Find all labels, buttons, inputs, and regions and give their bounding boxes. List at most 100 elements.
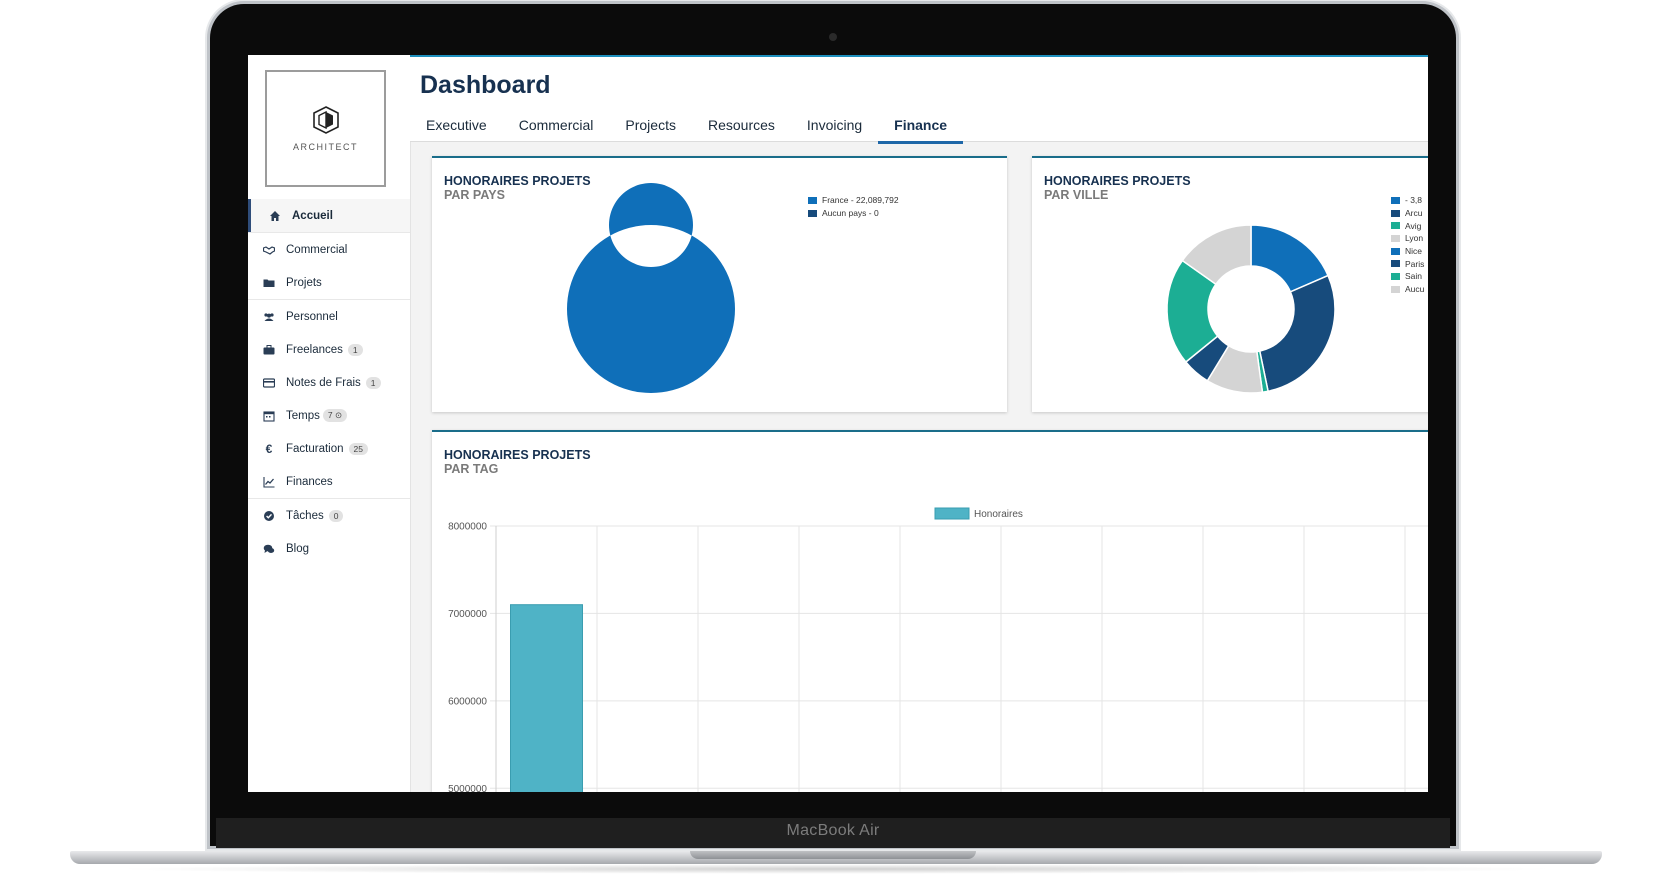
- sidebar-menu: Accueil Commercial Projets Personnel Fre…: [248, 199, 410, 565]
- legend-swatch: [1391, 247, 1400, 255]
- donut-slice: [566, 183, 735, 393]
- sidebar-item-temps[interactable]: Temps 7 ⊙: [248, 399, 410, 432]
- legend-label: Sain: [1405, 271, 1423, 282]
- card-title: HONORAIRES PROJETS: [1044, 174, 1191, 188]
- bar-chart-tag: 8000000 7000000 6000000 5000000 Honoraires: [448, 507, 1428, 792]
- page-title: Dashboard: [420, 71, 551, 99]
- card-title: HONORAIRES PROJETS: [444, 448, 591, 462]
- legend-label: Aucun pays - 0: [822, 208, 879, 219]
- divider: [248, 498, 410, 499]
- architect-logo-icon: [312, 105, 339, 134]
- chart-legend: - 3,8 Arcu Avig Lyon Nice Paris Sain Aucu: [1391, 194, 1424, 296]
- legend-swatch: [808, 196, 817, 204]
- sidebar-item-label: Notes de Frais: [286, 376, 361, 389]
- sidebar-item-label: Accueil: [292, 209, 333, 222]
- bar: [510, 604, 583, 792]
- laptop-base-notch: [690, 851, 976, 859]
- laptop-chin: [216, 818, 1450, 848]
- divider: [248, 299, 410, 300]
- legend-item[interactable]: Lyon: [1391, 232, 1424, 245]
- euro-icon: €: [265, 441, 273, 456]
- sidebar-item-accueil[interactable]: Accueil: [248, 199, 410, 232]
- tab-resources[interactable]: Resources: [707, 117, 775, 133]
- card-honoraires-par-ville: HONORAIRES PROJETS PAR VILLE - 3,8 Arcu Av…: [1032, 156, 1428, 412]
- sidebar-item-commercial[interactable]: Commercial: [248, 233, 410, 266]
- legend-label: - 3,8: [1405, 195, 1423, 206]
- tab-commercial[interactable]: Commercial: [518, 117, 594, 133]
- legend-item[interactable]: Nice: [1391, 245, 1424, 258]
- sidebar-item-label: Personnel: [286, 310, 338, 323]
- sidebar-item-label: Finances: [286, 475, 333, 488]
- sidebar-item-freelances[interactable]: Freelances 1: [248, 333, 410, 366]
- tab-invoicing[interactable]: Invoicing: [806, 117, 863, 133]
- card-honoraires-par-tag: HONORAIRES PROJETS PAR TAG 8000000 700000…: [432, 430, 1428, 792]
- divider: [248, 232, 410, 233]
- page-header: Dashboard Executive Commercial Projects …: [410, 55, 1428, 144]
- y-tick-label: 8000000: [448, 522, 487, 533]
- card-title: HONORAIRES PROJETS: [444, 174, 591, 188]
- legend-item[interactable]: Arcu: [1391, 207, 1424, 220]
- legend-swatch: [1391, 222, 1400, 230]
- sidebar-item-finances[interactable]: Finances: [248, 465, 410, 498]
- sidebar-item-projets[interactable]: Projets: [248, 266, 410, 299]
- tab-finance[interactable]: Finance: [878, 115, 963, 144]
- count-badge: 1: [347, 343, 363, 356]
- tab-projects[interactable]: Projects: [625, 117, 676, 133]
- donut-chart-pays: [566, 183, 735, 393]
- credit-card-icon: [262, 376, 276, 390]
- app-screen: ARCHITECT Accueil Commercial Projets Per…: [248, 55, 1428, 792]
- legend-label: Paris: [1405, 258, 1425, 269]
- logo-text: ARCHITECT: [293, 141, 358, 152]
- sidebar-item-notes-de-frais[interactable]: Notes de Frais 1: [248, 366, 410, 399]
- sidebar: ARCHITECT Accueil Commercial Projets Per…: [248, 55, 411, 792]
- check-circle-icon: [262, 509, 276, 523]
- legend-label: Honoraires: [974, 509, 1023, 520]
- device-brand-label: MacBook Air: [786, 822, 880, 839]
- legend-item[interactable]: France - 22,089,792: [808, 194, 899, 207]
- sidebar-item-label: Blog: [286, 542, 310, 555]
- donut-slice: [1258, 274, 1336, 393]
- legend-item[interactable]: Aucun pays - 0: [808, 207, 899, 220]
- card-subtitle: PAR PAYS: [444, 188, 505, 202]
- sidebar-item-label: Commercial: [286, 243, 348, 256]
- count-badge: 1: [365, 376, 381, 389]
- tab-executive[interactable]: Executive: [426, 117, 487, 133]
- home-icon: [268, 209, 282, 223]
- legend-item[interactable]: Aucu: [1391, 283, 1424, 296]
- y-tick-label: 5000000: [448, 784, 487, 792]
- sidebar-item-label: Tâches: [286, 509, 324, 522]
- app-logo[interactable]: ARCHITECT: [265, 70, 386, 187]
- briefcase-icon: [262, 343, 276, 357]
- sidebar-item-label: Facturation: [286, 442, 344, 455]
- sidebar-item-blog[interactable]: Blog: [248, 532, 410, 565]
- count-badge: 25: [348, 442, 368, 455]
- donut-chart-ville: [1166, 224, 1336, 394]
- legend-label: Nice: [1405, 246, 1423, 257]
- sidebar-item-taches[interactable]: Tâches 0: [248, 499, 410, 532]
- comments-icon: [262, 542, 276, 556]
- count-badge: 0: [328, 509, 344, 522]
- legend-label: Arcu: [1405, 208, 1423, 219]
- legend-label: Avig: [1405, 220, 1422, 231]
- donut-slice: [1181, 224, 1252, 286]
- card-subtitle: PAR VILLE: [1044, 188, 1109, 202]
- legend-swatch: [1391, 272, 1400, 280]
- sidebar-item-label: Freelances: [286, 343, 343, 356]
- legend-swatch: [1391, 234, 1400, 242]
- sidebar-item-personnel[interactable]: Personnel: [248, 300, 410, 333]
- legend-item[interactable]: - 3,8: [1391, 194, 1424, 207]
- legend-item[interactable]: Sain: [1391, 270, 1424, 283]
- sidebar-item-label: Projets: [286, 276, 322, 289]
- legend-item[interactable]: Avig: [1391, 219, 1424, 232]
- legend-item[interactable]: Paris: [1391, 257, 1424, 270]
- sidebar-item-label: Temps: [286, 409, 320, 422]
- legend-swatch: [808, 209, 817, 217]
- folder-icon: [262, 276, 276, 290]
- legend-swatch: [1391, 285, 1400, 293]
- y-tick-label: 6000000: [448, 696, 487, 707]
- camera-dot: [829, 33, 837, 41]
- sidebar-item-facturation[interactable]: € Facturation 25: [248, 432, 410, 465]
- laptop-shadow: [110, 864, 1562, 874]
- card-honoraires-par-pays: HONORAIRES PROJETS PAR PAYS France - 22,…: [432, 156, 1007, 412]
- users-icon: [262, 310, 276, 324]
